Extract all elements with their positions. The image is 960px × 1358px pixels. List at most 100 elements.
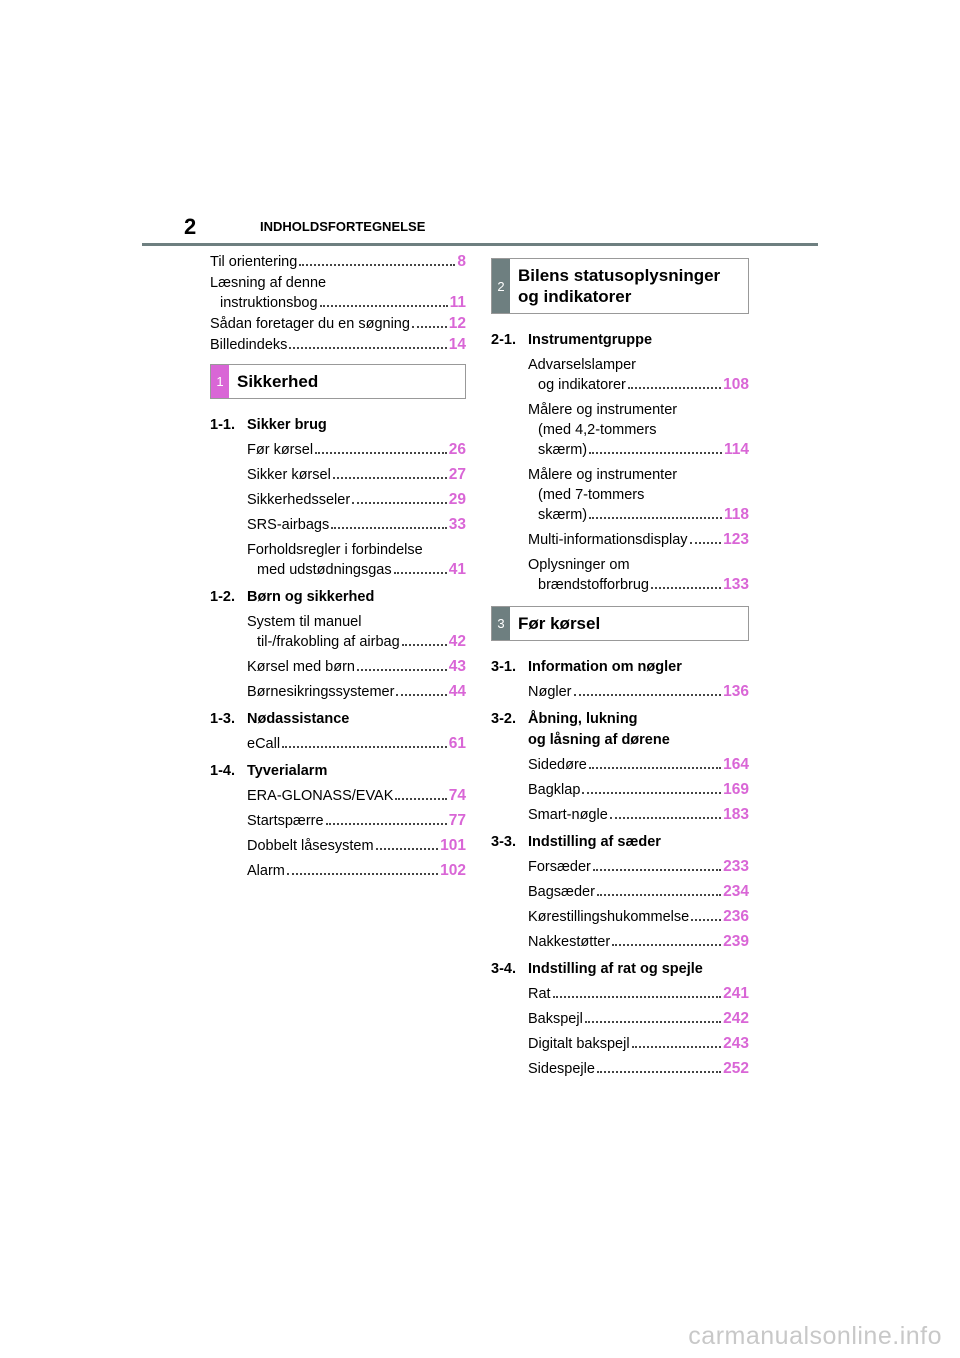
toc-entry: Dobbelt låsesystem 101 (247, 836, 466, 856)
toc-entry: Nøgler 136 (528, 682, 749, 702)
subsection-title-text: Børn og sikkerhed (247, 589, 375, 605)
subsection-title: Nødassistance (247, 709, 349, 729)
subsection-title: Information om nøgler (528, 657, 682, 677)
subsection-title-text: Åbning, lukning (528, 711, 638, 727)
section-tab: 2 (492, 259, 510, 313)
toc-entry: Kørestillingshukommelse 236 (528, 907, 749, 927)
entry-line: Bagklap 169 (528, 780, 749, 800)
entry-text: (med 4,2-tommers (538, 422, 657, 438)
entry-line: Forsæder 233 (528, 857, 749, 877)
entry-line: Advarselslamper (528, 355, 749, 375)
title-line: Indstilling af rat og spejle (528, 959, 703, 979)
toc-entry: Før kørsel 26 (247, 440, 466, 460)
toc-entry: Multi-informationsdisplay 123 (528, 530, 749, 550)
dot-leader (401, 644, 447, 646)
entry-line: Målere og instrumenter (528, 400, 749, 420)
page-ref: 44 (448, 683, 466, 700)
toc-entry: Smart-nøgle 183 (528, 805, 749, 825)
toc-entry: Målere og instrumenter (med 7-tommers skær… (528, 465, 749, 525)
dot-leader (612, 944, 722, 946)
dot-leader (332, 477, 447, 479)
subsection-title-text: og låsning af dørene (528, 732, 670, 748)
subsection-number-text: 3-3. (491, 834, 516, 850)
dot-leader (589, 452, 722, 454)
entry-text: med udstødningsgas (257, 562, 392, 578)
subsection-number: 3-2. (491, 709, 528, 750)
entry-line: Før kørsel 26 (247, 440, 466, 460)
entry-line: skærm) 118 (528, 505, 749, 525)
toc-entry: Sådan foretager du en søgning 12 (210, 314, 466, 334)
left-column: Til orientering 8 Læsning af denne instrukt… (210, 252, 466, 881)
toc-entry: Målere og instrumenter (med 4,2-tommers sk… (528, 400, 749, 460)
entry-line: Alarm 102 (247, 861, 466, 881)
entry-text: Rat (528, 986, 551, 1002)
page-ref: 234 (723, 883, 749, 900)
entry-text: Smart-nøgle (528, 807, 608, 823)
toc-entry: Forsæder 233 (528, 857, 749, 877)
dot-leader (289, 347, 447, 349)
right-column: 2 Bilens statusoplysninger og indikatorer 2… (491, 258, 749, 1079)
subsection-number: 2-1. (491, 330, 528, 350)
header-title: INDHOLDSFORTEGNELSE (260, 219, 426, 234)
section-title-text: Sikkerhed (237, 372, 319, 391)
toc-entry: Børnesikringssystemer 44 (247, 682, 466, 702)
page-ref: 252 (723, 1060, 749, 1077)
entry-text: Nøgler (528, 684, 572, 700)
entry-line: Multi-informationsdisplay 123 (528, 530, 749, 550)
subsection-number: 3-1. (491, 657, 528, 677)
toc-entry: Alarm 102 (247, 861, 466, 881)
page-ref: 108 (723, 376, 749, 393)
section-box: 2 Bilens statusoplysninger og indikatorer (491, 258, 749, 314)
dot-leader (582, 792, 722, 794)
title-line: Information om nøgler (528, 657, 682, 677)
entry-text: Sidedøre (528, 757, 587, 773)
entry-line: med udstødningsgas 41 (247, 560, 466, 580)
dot-leader (315, 452, 447, 454)
dot-leader (286, 873, 439, 875)
page-ref: 169 (723, 781, 749, 798)
entry-line: Målere og instrumenter (528, 465, 749, 485)
title-line: Nødassistance (247, 709, 349, 729)
entry-text: Børnesikringssystemer (247, 684, 395, 700)
entry-line: Bagsæder 234 (528, 882, 749, 902)
entry-line: Kørsel med børn 43 (247, 657, 466, 677)
dot-leader (691, 919, 722, 921)
entry-text: Til orientering (210, 254, 298, 270)
dot-leader (650, 587, 722, 589)
watermark: carmanualsonline.info (688, 1322, 942, 1350)
entry-line: (med 4,2-tommers (528, 420, 749, 440)
dot-leader (596, 1071, 722, 1073)
page-ref: 8 (457, 253, 466, 270)
page-ref: 118 (723, 506, 749, 523)
subsection-title: Indstilling af sæder (528, 832, 661, 852)
entry-text: Målere og instrumenter (528, 467, 678, 483)
entry-line: Læsning af denne (210, 273, 466, 293)
title-line: Indstilling af sæder (528, 832, 661, 852)
subsection-title-text: Indstilling af rat og spejle (528, 961, 703, 977)
entry-text: Oplysninger om (528, 557, 630, 573)
dot-leader (589, 517, 722, 519)
title-line: Tyverialarm (247, 761, 327, 781)
entry-line: Digitalt bakspejl 243 (528, 1034, 749, 1054)
subsection-heading: 1-4. Tyverialarm (210, 761, 466, 781)
entry-text: Startspærre (247, 813, 324, 829)
dot-leader (356, 669, 447, 671)
entry-text: Sådan foretager du en søgning (210, 316, 410, 332)
title-line: Instrumentgruppe (528, 330, 652, 350)
subsection-number-text: 3-4. (491, 961, 516, 977)
page-ref: 14 (448, 336, 466, 353)
entry-text: eCall (247, 736, 281, 752)
subsection-title: Sikker brug (247, 415, 327, 435)
page-ref: 239 (723, 933, 749, 950)
subsection-title: Børn og sikkerhed (247, 587, 374, 607)
entry-text: SRS-airbags (247, 517, 330, 533)
subsection-number: 1-4. (210, 761, 247, 781)
header-rule (142, 243, 818, 246)
dot-leader (331, 527, 447, 529)
entry-line: Billedindeks 14 (210, 335, 466, 355)
page-ref: 242 (723, 1010, 749, 1027)
section-title-text: og indikatorer (518, 287, 632, 306)
entry-line: Til orientering 8 (210, 252, 466, 272)
subsection-heading: 2-1. Instrumentgruppe (491, 330, 749, 350)
dot-leader (325, 823, 447, 825)
